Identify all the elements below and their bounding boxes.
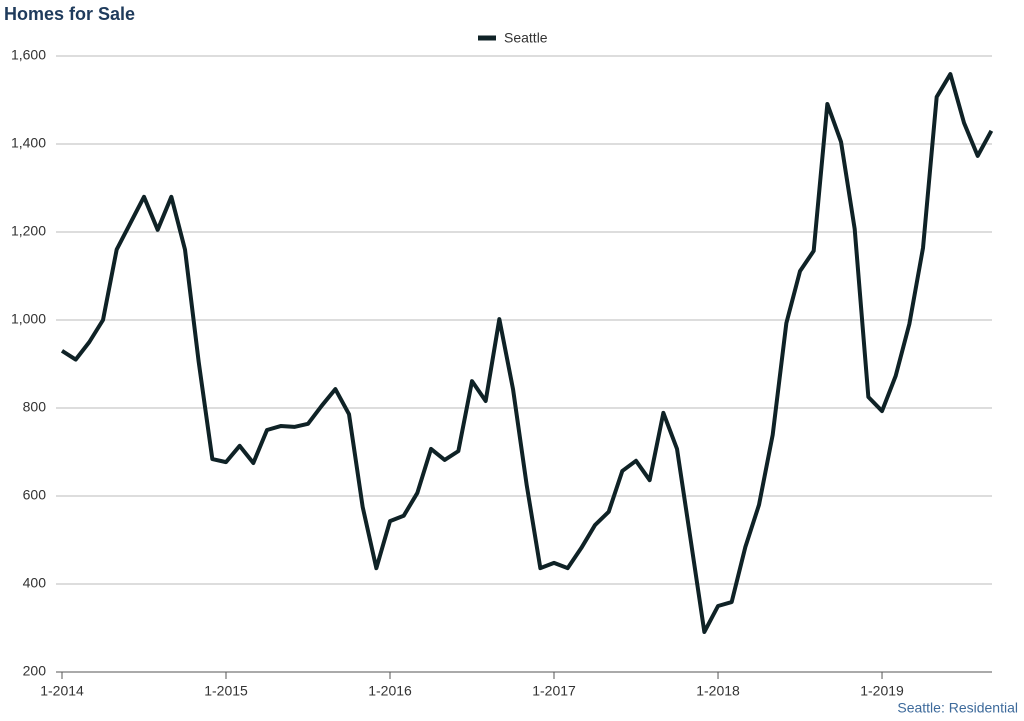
y-tick-label: 1,200: [11, 223, 46, 239]
x-tick-label: 1-2017: [532, 683, 576, 699]
x-tick-label: 1-2015: [204, 683, 248, 699]
chart-title: Homes for Sale: [4, 4, 135, 24]
x-tick-label: 1-2018: [696, 683, 740, 699]
source-note: Seattle: Residential: [897, 700, 1018, 716]
series-line: [60, 72, 994, 634]
y-tick-label: 1,000: [11, 311, 46, 327]
y-tick-label: 400: [23, 575, 47, 591]
y-tick-label: 600: [23, 487, 47, 503]
x-tick-label: 1-2019: [860, 683, 904, 699]
y-tick-label: 800: [23, 399, 47, 415]
legend-label: Seattle: [504, 30, 548, 46]
y-tick-label: 1,400: [11, 135, 46, 151]
y-tick-label: 1,600: [11, 47, 46, 63]
x-tick-label: 1-2016: [368, 683, 412, 699]
x-tick-label: 1-2014: [40, 683, 84, 699]
y-tick-label: 200: [23, 663, 47, 679]
